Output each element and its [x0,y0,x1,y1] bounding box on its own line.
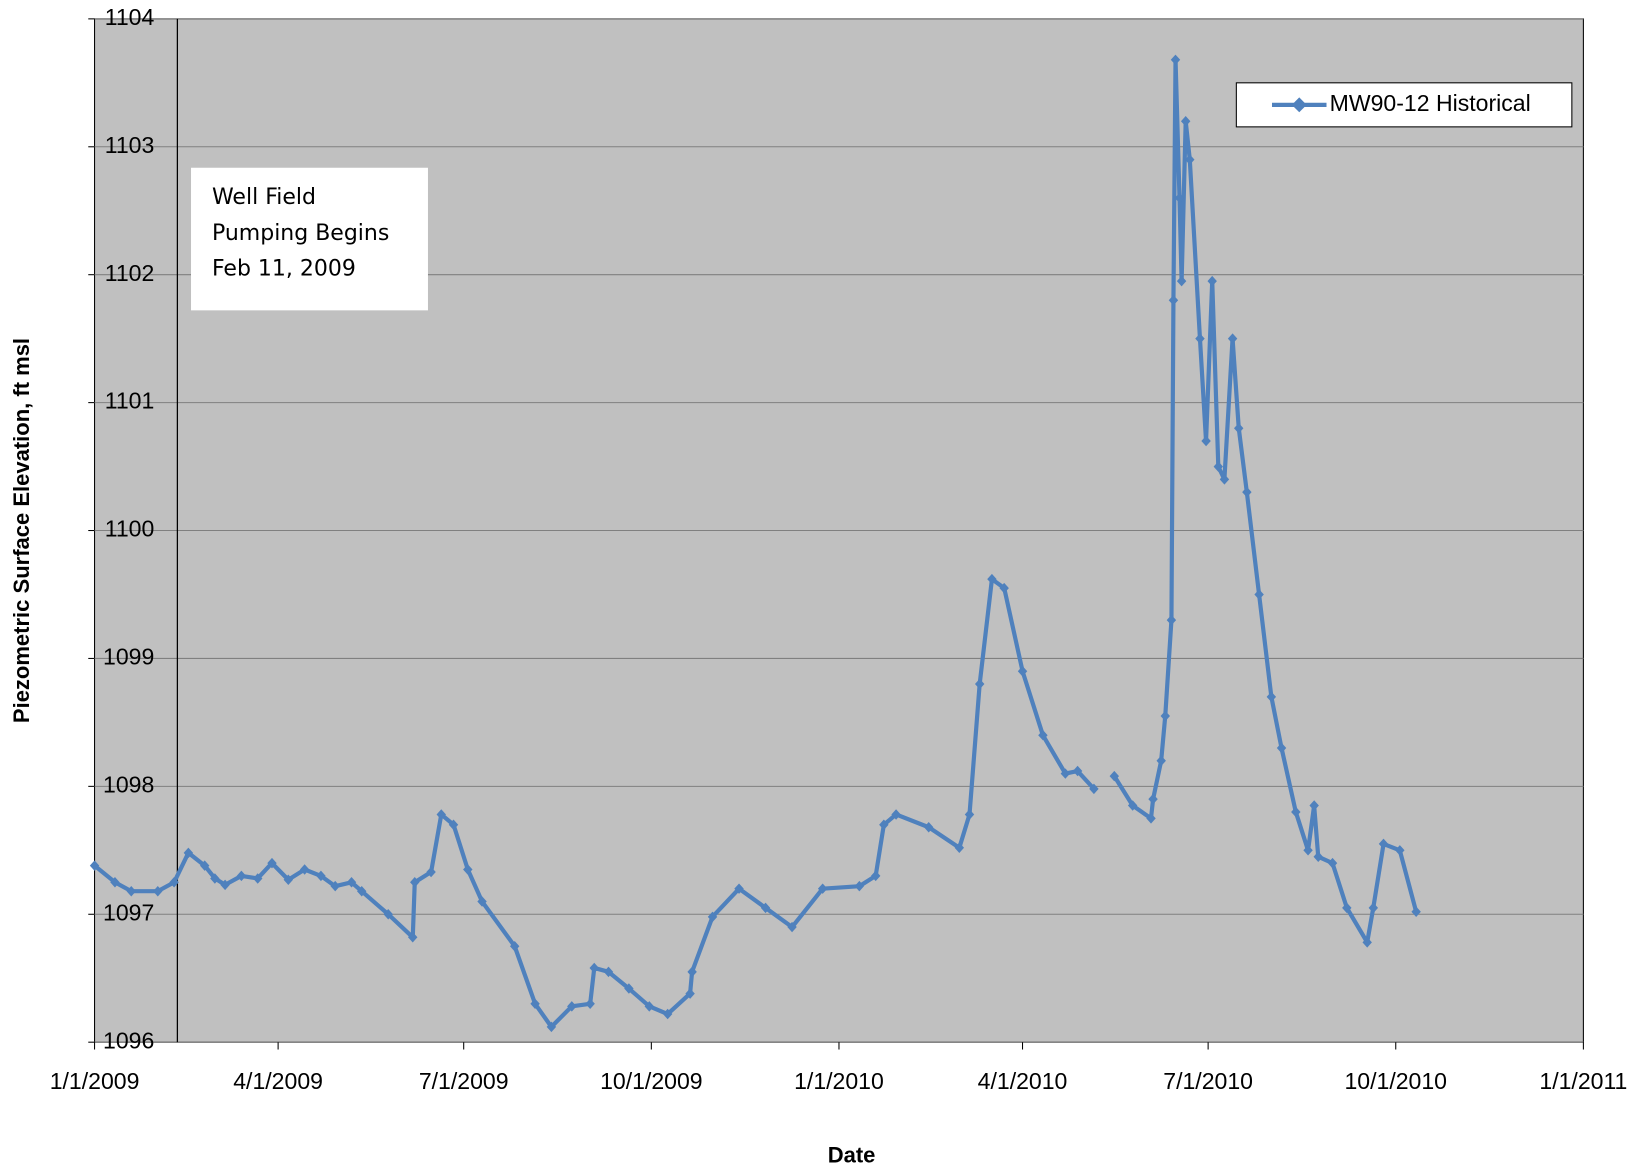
data-point [870,870,881,882]
data-point [589,962,599,974]
data-point [199,860,210,871]
x-axis-title: Date [828,1142,876,1167]
x-tick-label: 10/1/2009 [600,1068,703,1094]
data-point [923,822,934,833]
data-point [1219,474,1230,485]
data-point [685,988,695,999]
data-point [252,873,263,884]
data-point [436,809,446,820]
data-point [954,842,965,853]
data-point [987,573,997,585]
data-point [1174,192,1185,204]
data-point [1362,937,1372,948]
y-tick-label: 1096 [103,1027,154,1053]
data-point [964,809,975,820]
data-point [530,998,540,1010]
annotation-box [191,167,428,311]
data-point [1313,851,1323,862]
data-point [662,1008,673,1020]
data-point [210,873,220,884]
x-tick-label: 7/1/2010 [1163,1068,1253,1094]
y-tick-label: 1098 [103,771,154,797]
data-point [110,877,120,888]
data-point [585,998,595,1010]
x-tick-label: 10/1/2010 [1344,1068,1447,1094]
data-point [1201,435,1211,447]
annotation-line: Pumping Begins [212,221,389,246]
y-tick-label: 1102 [105,260,155,286]
x-tick-label: 1/1/2010 [794,1068,884,1094]
x-tick-label: 4/1/2009 [233,1068,323,1094]
data-point [854,880,865,892]
data-point [1276,742,1287,754]
data-point [1180,115,1191,127]
data-point [330,880,340,892]
x-tick-label: 1/1/2009 [50,1068,140,1094]
legend-label: MW90-12 Historical [1330,90,1531,116]
y-tick-label: 1104 [105,4,155,30]
x-tick-label: 1/1/2011 [1539,1068,1627,1094]
x-tick-label: 7/1/2009 [419,1068,509,1094]
data-point [891,809,901,820]
data-point [1109,770,1120,782]
y-tick-label: 1099 [103,644,154,670]
data-point [707,911,718,923]
data-point [1072,765,1083,777]
data-point [169,877,179,888]
series [89,54,1421,1033]
annotation-line: Feb 11, 2009 [212,256,356,281]
data-point [357,886,367,897]
data-point [1089,783,1099,795]
data-point [546,1021,557,1033]
y-tick-label: 1101 [105,388,155,414]
data-point [1127,800,1138,811]
y-tick-label: 1097 [103,899,154,925]
data-point [346,877,357,888]
y-tick-label: 1103 [105,132,155,158]
data-point [1176,275,1187,287]
data-point [477,896,487,907]
data-point [1213,461,1224,472]
data-point [999,582,1009,594]
data-point [299,864,310,875]
y-tick-label: 1100 [105,516,155,542]
data-point [316,870,326,882]
data-point [1242,486,1252,498]
data-point [1170,54,1181,66]
y-axis-title: Piezometric Surface Elevation, ft msl [9,338,34,723]
data-point [1060,768,1071,779]
data-point [153,886,163,897]
data-point [183,847,194,859]
data-point [1146,813,1156,824]
data-point [236,870,247,882]
x-tick-label: 4/1/2010 [978,1068,1068,1094]
data-point [1195,333,1205,344]
annotation-line: Well Field [212,185,316,210]
legend-marker [1291,97,1307,113]
data-point [410,877,420,888]
data-point [463,864,473,875]
